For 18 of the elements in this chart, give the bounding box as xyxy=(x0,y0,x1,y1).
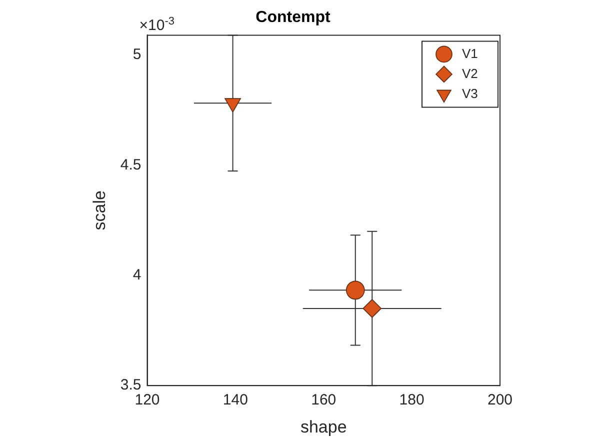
x-tick-label: 120 xyxy=(134,392,160,409)
point xyxy=(224,98,241,112)
x-tick-label: 160 xyxy=(311,392,336,409)
point xyxy=(362,299,382,318)
chart-title: Contempt xyxy=(256,9,331,26)
legend-label: V1 xyxy=(462,46,478,61)
y-tick-label: 4.5 xyxy=(120,156,142,174)
legend-label: V3 xyxy=(462,86,478,101)
x-axis-title: shape xyxy=(300,417,347,436)
x-tick-label: 200 xyxy=(487,392,513,409)
legend-label: V2 xyxy=(462,66,478,81)
x-tick-label: 140 xyxy=(222,392,248,409)
x-tick-label: 180 xyxy=(399,392,424,409)
y-tick-label: 4 xyxy=(132,266,142,284)
y-axis-title: scale xyxy=(90,190,109,230)
point xyxy=(346,280,365,300)
y-tick-label: 3.5 xyxy=(120,376,142,394)
y-tick-label: 5 xyxy=(132,46,142,64)
